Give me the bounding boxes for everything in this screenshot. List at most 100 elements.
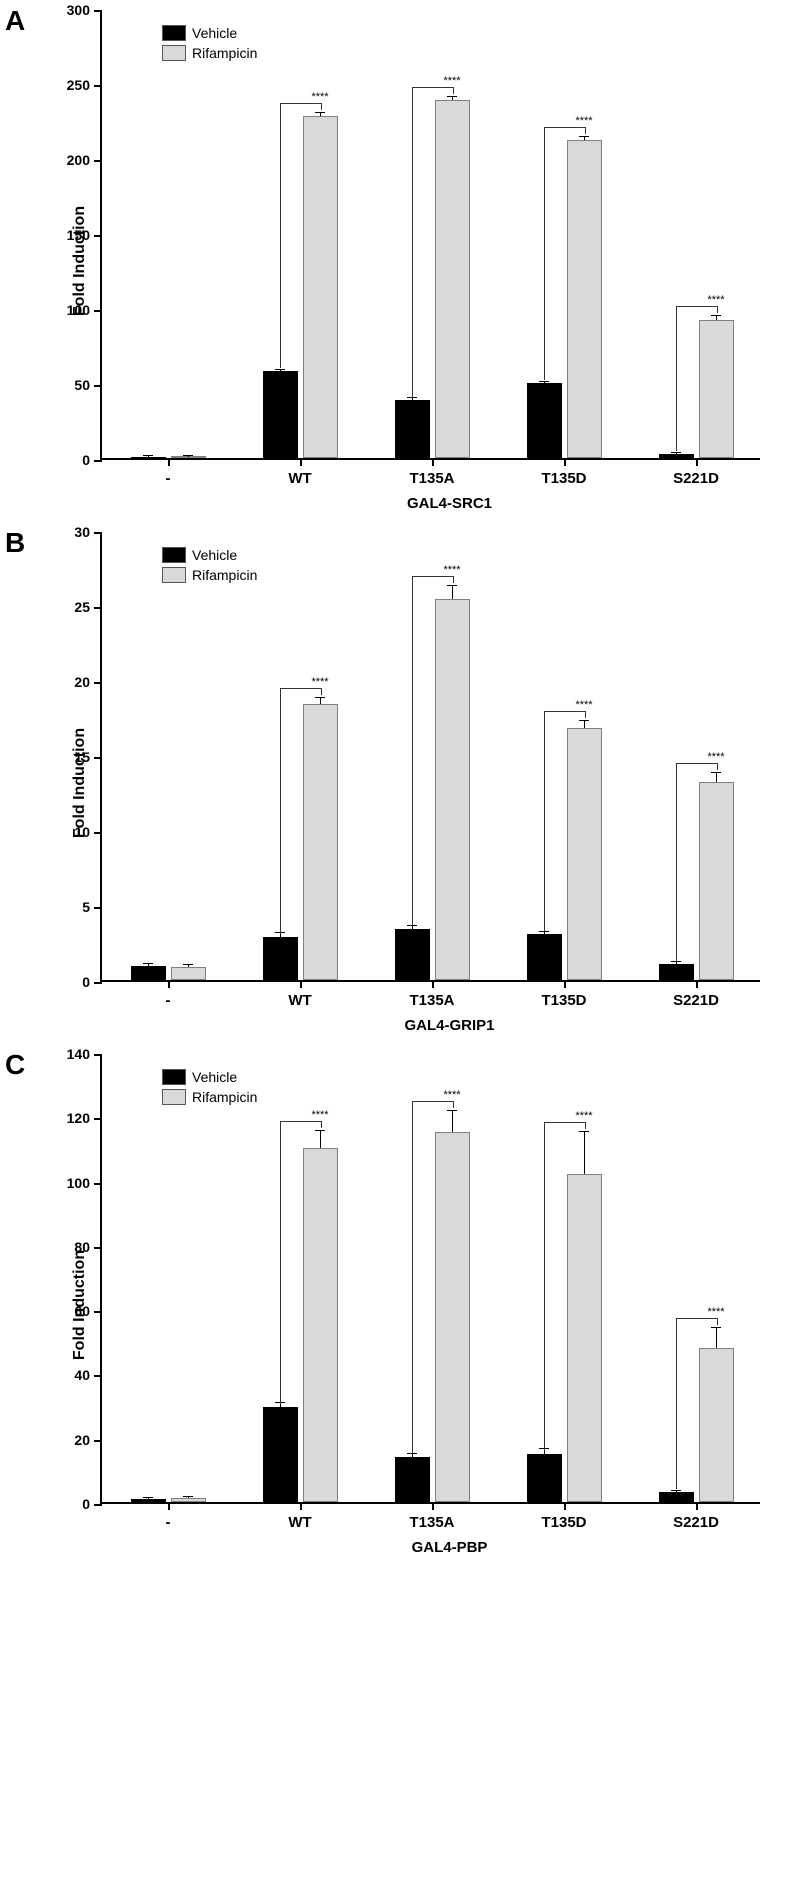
x-tick <box>564 458 566 466</box>
x-tick <box>696 458 698 466</box>
bar-group <box>567 532 602 980</box>
y-tick-label: 120 <box>67 1110 90 1126</box>
chart-panel-c: CFold InductionVehicleRifampicin02040608… <box>10 1054 799 1556</box>
x-tick <box>432 458 434 466</box>
bar-vehicle <box>659 454 694 459</box>
error-bar <box>280 370 281 372</box>
error-cap <box>143 963 153 964</box>
y-tick-label: 140 <box>67 1046 90 1062</box>
y-tick <box>94 1375 102 1377</box>
y-tick-label: 20 <box>74 1432 90 1448</box>
significance-label: **** <box>311 1109 328 1121</box>
y-tick <box>94 460 102 462</box>
bar-rifampicin <box>699 782 734 980</box>
significance-bracket-leg <box>412 1107 413 1454</box>
error-bar <box>452 586 453 600</box>
significance-label: **** <box>575 115 592 127</box>
x-tick <box>432 980 434 988</box>
error-cap <box>407 397 417 398</box>
x-category-label: S221D <box>673 470 719 487</box>
significance-bracket-leg <box>280 694 281 934</box>
bar-rifampicin <box>567 1174 602 1502</box>
significance-label: **** <box>707 1306 724 1318</box>
x-category-label: T135A <box>409 470 454 487</box>
significance-label: **** <box>707 294 724 306</box>
error-cap <box>183 455 193 456</box>
significance-bracket-leg <box>544 1128 545 1450</box>
error-cap <box>671 1490 681 1491</box>
error-bar <box>148 456 149 457</box>
error-cap <box>579 720 589 721</box>
bar-group <box>131 10 166 458</box>
significance-label: **** <box>443 564 460 576</box>
error-bar <box>148 1498 149 1499</box>
x-tick <box>564 980 566 988</box>
bar-vehicle <box>131 1499 166 1502</box>
significance-bracket-leg <box>412 582 413 927</box>
bar-group <box>171 532 206 980</box>
y-tick-label: 250 <box>67 77 90 93</box>
error-bar <box>676 453 677 454</box>
x-category-label: - <box>166 470 171 487</box>
bar-rifampicin <box>699 1348 734 1502</box>
significance-bracket <box>676 1318 718 1325</box>
x-category-label: T135D <box>541 992 586 1009</box>
y-tick-label: 20 <box>74 674 90 690</box>
significance-label: **** <box>575 699 592 711</box>
error-cap <box>447 585 457 586</box>
significance-bracket <box>280 688 322 695</box>
x-tick <box>300 458 302 466</box>
y-tick-label: 60 <box>74 1303 90 1319</box>
significance-bracket <box>544 1122 586 1129</box>
y-tick-label: 150 <box>67 227 90 243</box>
x-category-label: T135D <box>541 470 586 487</box>
error-bar <box>716 316 717 321</box>
bar-group <box>131 532 166 980</box>
significance-bracket <box>544 711 586 718</box>
significance-bracket-leg <box>544 133 545 380</box>
x-tick <box>696 1502 698 1510</box>
bar-vehicle <box>395 929 430 980</box>
bar-vehicle <box>395 400 430 459</box>
y-tick-label: 0 <box>82 974 90 990</box>
error-bar <box>584 1132 585 1174</box>
x-tick <box>564 1502 566 1510</box>
y-tick <box>94 10 102 12</box>
significance-label: **** <box>443 1089 460 1101</box>
significance-bracket-leg <box>280 109 281 368</box>
error-bar <box>412 1454 413 1457</box>
y-tick <box>94 85 102 87</box>
bar-group <box>303 532 338 980</box>
error-cap <box>579 1131 589 1132</box>
bar-vehicle <box>659 1492 694 1502</box>
error-cap <box>539 381 549 382</box>
significance-bracket-leg <box>544 717 545 931</box>
error-cap <box>671 452 681 453</box>
bar-rifampicin <box>567 140 602 458</box>
error-cap <box>579 136 589 137</box>
x-category-label: WT <box>288 992 311 1009</box>
bar-rifampicin <box>435 100 470 459</box>
y-tick <box>94 1311 102 1313</box>
y-tick <box>94 1054 102 1056</box>
bar-group <box>303 10 338 458</box>
error-bar <box>676 1491 677 1493</box>
error-bar <box>412 926 413 929</box>
bar-vehicle <box>395 1457 430 1502</box>
x-category-label: S221D <box>673 1514 719 1531</box>
bar-rifampicin <box>303 116 338 458</box>
significance-label: **** <box>707 751 724 763</box>
y-tick-label: 10 <box>74 824 90 840</box>
significance-bracket-leg <box>676 1324 677 1489</box>
error-bar <box>320 113 321 116</box>
panel-label: A <box>5 5 25 37</box>
significance-bracket <box>412 576 454 583</box>
y-tick-label: 40 <box>74 1367 90 1383</box>
bar-vehicle <box>131 966 166 980</box>
bar-rifampicin <box>567 728 602 980</box>
y-tick <box>94 1183 102 1185</box>
bar-vehicle <box>527 383 562 458</box>
bar-group <box>435 532 470 980</box>
error-cap <box>143 455 153 456</box>
y-tick <box>94 682 102 684</box>
